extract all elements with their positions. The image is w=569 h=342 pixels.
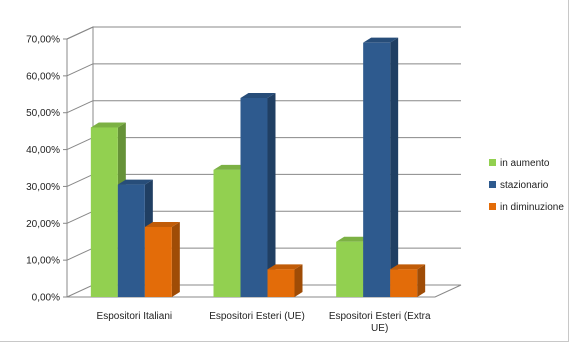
- legend: in aumento stazionario in diminuzione: [489, 158, 564, 213]
- y-tick-label: 30,00%: [26, 182, 60, 193]
- legend-label: in diminuzione: [500, 202, 564, 213]
- gridline-depth: [66, 26, 94, 40]
- y-tick-label: 60,00%: [26, 71, 60, 82]
- y-tick-label: 10,00%: [26, 256, 60, 267]
- bar-stazionario-0: [117, 179, 153, 297]
- bar-in-diminuzione-0: [144, 221, 180, 297]
- bar-stazionario-1: [240, 92, 276, 297]
- gridlines: [66, 26, 461, 261]
- legend-item-in-aumento: in aumento: [489, 158, 550, 169]
- category-label: Espositori Esteri (UE): [209, 311, 305, 322]
- legend-label: stazionario: [500, 180, 549, 191]
- category-label: Espositori Italiani: [97, 311, 173, 322]
- bar-in-diminuzione-2: [390, 264, 426, 297]
- gridline-depth: [66, 63, 94, 77]
- category-label: UE): [371, 323, 388, 334]
- y-tick-label: 0,00%: [32, 293, 60, 304]
- left-wall: [66, 26, 94, 297]
- y-tick-label: 50,00%: [26, 108, 60, 119]
- bars: [90, 37, 426, 297]
- gridline-depth: [66, 247, 94, 261]
- y-axis-ticks: 0,00% 10,00% 20,00% 30,00% 40,00% 50,00% 60,00…: [26, 35, 67, 304]
- gridline-depth: [66, 137, 94, 151]
- x-axis-categories: Espositori Italiani Espositori Esteri (UE…: [97, 311, 431, 334]
- y-tick-label: 20,00%: [26, 219, 60, 230]
- legend-swatch: [489, 181, 496, 188]
- y-tick-label: 40,00%: [26, 145, 60, 156]
- bar-in-diminuzione-1: [267, 264, 303, 297]
- legend-label: in aumento: [500, 158, 550, 169]
- legend-swatch: [489, 159, 496, 166]
- gridline-depth: [66, 173, 94, 187]
- y-tick-label: 70,00%: [26, 35, 60, 46]
- legend-item-in-diminuzione: in diminuzione: [489, 202, 564, 213]
- legend-swatch: [489, 203, 496, 210]
- gridline-depth: [66, 210, 94, 224]
- gridline-depth: [66, 100, 94, 114]
- bar-stazionario-2: [363, 37, 399, 297]
- category-label: Espositori Esteri (Extra: [329, 311, 431, 322]
- legend-item-stazionario: stazionario: [489, 180, 549, 191]
